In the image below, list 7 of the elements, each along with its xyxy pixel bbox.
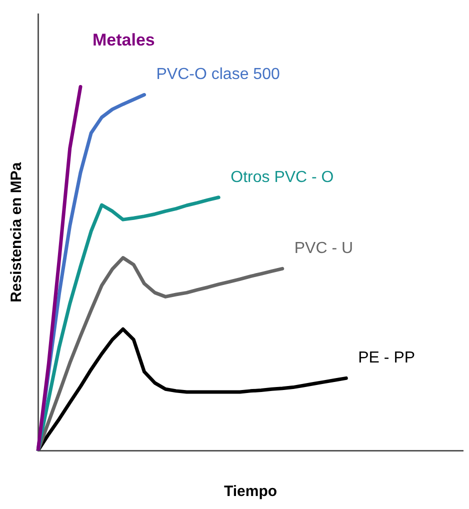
series-label: Otros PVC - O (230, 168, 334, 186)
text: Metales (92, 30, 155, 50)
series-label: PE - PP (358, 350, 416, 367)
y-axis-title: Resistencia en MPa (8, 162, 26, 302)
series-label: PVC-O clase 500 (156, 66, 280, 84)
series-label: PVC - U (294, 240, 354, 258)
x-axis-title: Tiempo (224, 483, 278, 500)
